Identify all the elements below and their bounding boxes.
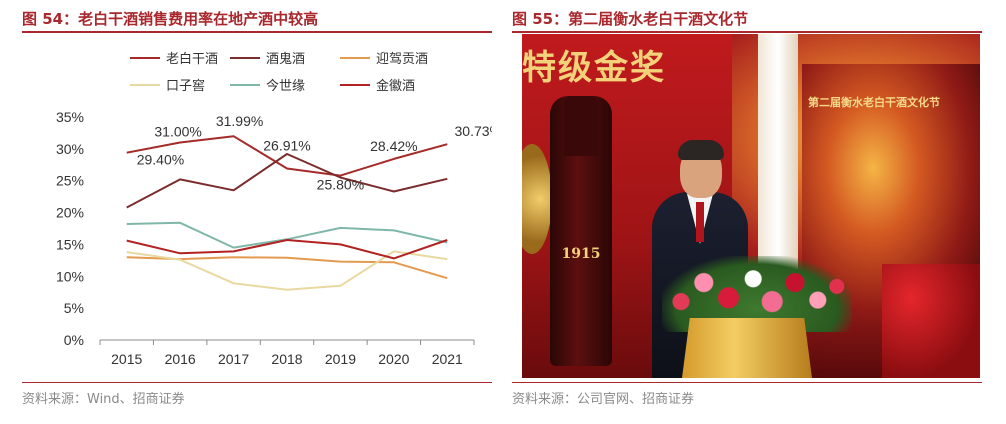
data-label: 31.99% xyxy=(216,113,263,129)
x-tick-label: 2016 xyxy=(165,351,196,367)
x-tick-label: 2017 xyxy=(218,351,249,367)
legend-label-老白干酒: 老白干酒 xyxy=(166,51,218,67)
right-figure-panel: 图 55：第二届衡水老白干酒文化节 特级金奖 1915 第二届衡水老白干酒文化节… xyxy=(512,0,982,424)
series-line-酒鬼酒 xyxy=(126,153,448,209)
figure-55-title: 图 55：第二届衡水老白干酒文化节 xyxy=(512,10,749,28)
y-tick-label: 20% xyxy=(56,205,84,221)
data-label: 28.42% xyxy=(370,138,417,154)
data-label: 29.40% xyxy=(137,152,184,168)
y-tick-label: 25% xyxy=(56,173,84,189)
podium xyxy=(682,318,812,378)
bottle-neck xyxy=(564,96,598,156)
bottle-year-label: 1915 xyxy=(561,246,601,262)
data-label: 31.00% xyxy=(154,123,201,139)
series-line-今世缘 xyxy=(126,221,448,249)
speaker-hair xyxy=(678,140,724,160)
x-tick-label: 2019 xyxy=(325,351,356,367)
series-line-口子窖 xyxy=(126,250,448,291)
legend-label-酒鬼酒: 酒鬼酒 xyxy=(266,51,305,67)
y-tick-label: 30% xyxy=(56,141,84,157)
x-tick-label: 2015 xyxy=(111,351,142,367)
y-tick-label: 15% xyxy=(56,236,84,252)
data-label: 25.80% xyxy=(317,177,364,193)
legend-label-口子窖: 口子窖 xyxy=(166,78,205,94)
legend-label-金徽酒: 金徽酒 xyxy=(376,78,415,94)
y-tick-label: 0% xyxy=(64,332,84,348)
x-tick-label: 2021 xyxy=(432,351,463,367)
series-line-迎驾贡酒 xyxy=(126,256,448,280)
legend-label-迎驾贡酒: 迎驾贡酒 xyxy=(376,52,428,67)
y-tick-label: 5% xyxy=(64,300,84,316)
data-label: 26.91% xyxy=(263,138,310,154)
screen-title: 第二届衡水老白干酒文化节 xyxy=(808,96,940,109)
x-tick-label: 2018 xyxy=(271,351,302,367)
data-label: 30.73% xyxy=(455,123,492,139)
photo-banner-text: 特级金奖 xyxy=(522,48,666,88)
festival-photo: 特级金奖 1915 第二届衡水老白干酒文化节 xyxy=(522,34,980,378)
speaker-tie xyxy=(696,202,704,242)
x-tick-label: 2020 xyxy=(378,351,409,367)
title-rule xyxy=(512,31,982,33)
y-tick-label: 35% xyxy=(56,109,84,125)
figure-55-source: 资料来源：公司官网、招商证券 xyxy=(512,392,695,407)
figure-54-source: 资料来源：Wind、招商证券 xyxy=(22,392,185,407)
legend-label-今世缘: 今世缘 xyxy=(266,78,305,94)
series-line-金徽酒 xyxy=(126,239,448,260)
footer-rule xyxy=(22,382,492,383)
figure-54-title: 图 54：老白干酒销售费用率在地产酒中较高 xyxy=(22,10,319,28)
title-rule xyxy=(22,31,492,33)
series-line-老白干酒 xyxy=(126,135,448,177)
left-figure-panel: 图 54：老白干酒销售费用率在地产酒中较高 老白干酒 酒鬼酒 迎驾贡酒口子窖 今世缘 金… xyxy=(22,0,492,424)
y-tick-label: 10% xyxy=(56,268,84,284)
footer-rule xyxy=(512,382,982,383)
red-drape xyxy=(882,264,980,378)
